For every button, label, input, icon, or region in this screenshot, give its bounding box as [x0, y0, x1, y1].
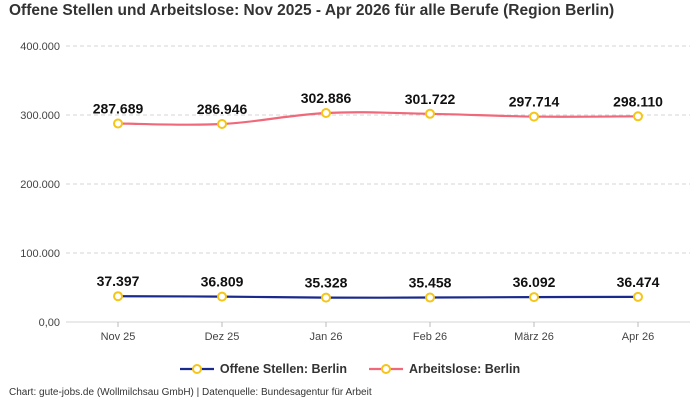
data-point [113, 291, 123, 302]
x-tick-label: Jan 26 [309, 331, 342, 343]
y-axis-ticks: 0,00 100.000 200.000 300.000 400.000 [20, 41, 60, 329]
data-point [217, 291, 227, 302]
y-tick-label: 200.000 [20, 179, 60, 191]
x-axis-ticks: Nov 25 Dez 25 Jan 26 Feb 26 März 26 Apr 26 [101, 322, 654, 343]
data-point [217, 119, 227, 130]
data-label: 36.092 [513, 274, 556, 290]
data-labels: 37.397 36.809 35.328 35.458 36.092 36.474 287.… [93, 90, 663, 291]
legend-label: Offene Stellen: Berlin [219, 362, 347, 376]
source-note: Chart: gute-jobs.de (Wollmilchsau GmbH) … [9, 387, 372, 398]
gridlines [66, 45, 690, 323]
y-tick-label: 0,00 [39, 317, 60, 329]
series-lines [117, 111, 639, 299]
data-point [425, 292, 435, 303]
legend-item: Offene Stellen: Berlin [179, 362, 347, 376]
data-label: 36.474 [617, 274, 660, 290]
legend-marker [380, 364, 391, 374]
x-tick-label: Feb 26 [413, 331, 447, 343]
y-tick-label: 400.000 [20, 41, 60, 53]
data-label: 301.722 [405, 91, 456, 107]
chart-title: Offene Stellen und Arbeitslose: Nov 2025… [9, 2, 615, 19]
data-label: 286.946 [197, 101, 248, 117]
x-tick-label: Nov 25 [101, 331, 136, 343]
data-point [321, 108, 331, 119]
data-point [633, 291, 643, 302]
y-tick-label: 300.000 [20, 110, 60, 122]
data-point [529, 292, 539, 303]
data-point [321, 292, 331, 303]
legend-swatch [368, 364, 403, 374]
data-label: 35.328 [305, 275, 348, 291]
data-label: 298.110 [613, 93, 663, 109]
series-line-arbeitslose [117, 111, 639, 126]
series-points [113, 108, 643, 303]
data-label: 287.689 [93, 100, 144, 116]
data-label: 297.714 [509, 94, 560, 110]
legend-item: Arbeitslose: Berlin [368, 362, 521, 376]
series-line-offene-stellen [117, 295, 639, 299]
data-label: 37.397 [97, 273, 140, 289]
data-point [633, 111, 643, 122]
x-tick-label: März 26 [514, 331, 554, 343]
legend-label: Arbeitslose: Berlin [408, 362, 521, 376]
line-chart: 0,00 100.000 200.000 300.000 400.000 Nov 25 D… [20, 41, 690, 343]
data-point [113, 118, 123, 129]
data-label: 36.809 [201, 274, 244, 290]
legend-marker [191, 364, 202, 374]
legend: Offene Stellen: Berlin Arbeitslose: Berli… [0, 362, 700, 376]
legend-swatch [179, 364, 214, 374]
x-tick-label: Dez 25 [205, 331, 240, 343]
data-point [529, 111, 539, 122]
data-point [425, 108, 435, 119]
data-label: 35.458 [409, 275, 452, 291]
data-label: 302.886 [301, 90, 352, 106]
x-tick-label: Apr 26 [622, 331, 654, 343]
y-tick-label: 100.000 [20, 248, 60, 260]
